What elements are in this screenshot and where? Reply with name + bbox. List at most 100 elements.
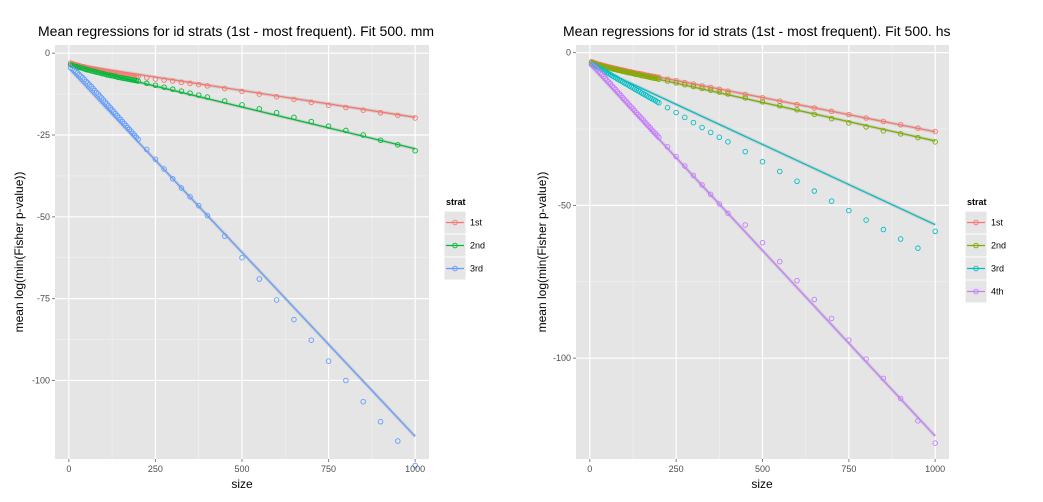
legend-label-2nd: 2nd xyxy=(470,241,485,251)
legend-point-3rd xyxy=(973,265,979,272)
legend-point-2nd xyxy=(973,242,979,249)
point-1st xyxy=(690,81,697,87)
y-tick-label: -100 xyxy=(553,353,571,363)
legend-point-2nd xyxy=(452,242,458,249)
point-1st xyxy=(187,80,193,87)
point-1st xyxy=(707,84,714,91)
point-4th xyxy=(716,201,723,207)
y-tick-label: -50 xyxy=(558,200,571,210)
point-2nd xyxy=(360,132,366,138)
point-3rd xyxy=(682,114,688,121)
point-3rd xyxy=(161,166,167,172)
point-2nd xyxy=(897,131,904,137)
point-1st xyxy=(412,115,418,121)
point-2nd xyxy=(343,127,349,134)
point-1st xyxy=(195,81,202,88)
point-1st xyxy=(343,104,349,111)
point-1st xyxy=(161,77,167,83)
legend-title: strat xyxy=(446,197,466,207)
point-4th xyxy=(828,315,835,322)
point-3rd xyxy=(187,194,193,200)
point-1st xyxy=(932,128,938,135)
point-2nd xyxy=(256,106,263,112)
point-1st xyxy=(682,79,688,86)
point-1st xyxy=(811,105,818,111)
point-3rd xyxy=(828,198,835,204)
point-2nd xyxy=(656,76,662,82)
legend-point-1st xyxy=(973,219,979,226)
point-3rd xyxy=(79,74,86,81)
point-3rd xyxy=(880,226,887,233)
point-3rd xyxy=(725,139,731,145)
point-3rd xyxy=(144,146,150,153)
legend-label-3rd: 3rd xyxy=(991,264,1004,274)
x-tick-label: 250 xyxy=(669,464,684,474)
point-3rd xyxy=(308,337,315,343)
x-tick-label: 750 xyxy=(841,464,856,474)
point-3rd xyxy=(76,71,82,78)
point-2nd xyxy=(178,88,185,94)
point-2nd xyxy=(673,80,679,86)
point-2nd xyxy=(915,134,921,141)
chart-title: Mean regressions for id strats (1st - mo… xyxy=(38,23,434,39)
chart-hs: Mean regressions for id strats (1st - mo… xyxy=(535,23,1006,491)
x-axis-label: size xyxy=(751,477,773,491)
x-tick-label: 1000 xyxy=(405,464,425,474)
point-1st xyxy=(880,118,887,125)
x-tick-label: 500 xyxy=(234,464,249,474)
point-2nd xyxy=(144,80,150,87)
point-2nd xyxy=(135,78,141,84)
legend: strat 1st 2nd 3rd xyxy=(443,197,485,281)
y-axis-label: mean log(min(Fisher p-value)) xyxy=(535,172,549,333)
point-4th xyxy=(794,277,800,284)
point-1st xyxy=(152,76,159,82)
point-4th xyxy=(664,143,671,150)
point-2nd xyxy=(863,124,869,130)
point-2nd xyxy=(412,147,418,154)
point-3rd xyxy=(78,73,84,79)
point-4th xyxy=(811,296,818,303)
point-1st xyxy=(673,77,679,84)
point-2nd xyxy=(152,82,159,89)
point-2nd xyxy=(759,99,766,105)
x-tick-label: 0 xyxy=(66,464,71,474)
point-3rd xyxy=(83,78,89,85)
point-3rd xyxy=(152,156,159,162)
y-tick-label: 0 xyxy=(566,48,571,58)
point-2nd xyxy=(377,137,384,143)
point-3rd xyxy=(690,119,697,126)
point-1st xyxy=(377,109,384,116)
point-3rd xyxy=(759,158,766,165)
point-2nd xyxy=(221,98,228,104)
x-tick-label: 500 xyxy=(755,464,770,474)
point-2nd xyxy=(716,89,723,95)
point-1st xyxy=(846,111,852,118)
chart-title: Mean regressions for id strats (1st - mo… xyxy=(563,23,950,39)
point-1st xyxy=(915,125,921,131)
point-3rd xyxy=(915,245,921,251)
point-3rd xyxy=(221,233,228,239)
point-2nd xyxy=(161,84,167,90)
y-tick-label: -25 xyxy=(37,130,50,140)
point-2nd xyxy=(291,114,297,121)
point-3rd xyxy=(343,377,349,384)
point-4th xyxy=(673,153,679,160)
point-2nd xyxy=(308,118,315,125)
point-3rd xyxy=(863,217,869,223)
point-4th xyxy=(592,64,598,71)
point-1st xyxy=(144,74,150,81)
point-2nd xyxy=(707,87,714,93)
point-1st xyxy=(360,107,366,113)
point-1st xyxy=(794,101,800,108)
x-tick-label: 1000 xyxy=(925,464,945,474)
point-1st xyxy=(725,88,731,94)
point-3rd xyxy=(707,129,714,136)
point-2nd xyxy=(932,139,938,145)
point-4th xyxy=(897,395,904,402)
point-3rd xyxy=(897,236,904,242)
point-3rd xyxy=(135,136,141,143)
point-4th xyxy=(863,356,869,362)
point-1st xyxy=(325,102,332,108)
point-3rd xyxy=(656,99,662,106)
point-4th xyxy=(915,418,921,424)
